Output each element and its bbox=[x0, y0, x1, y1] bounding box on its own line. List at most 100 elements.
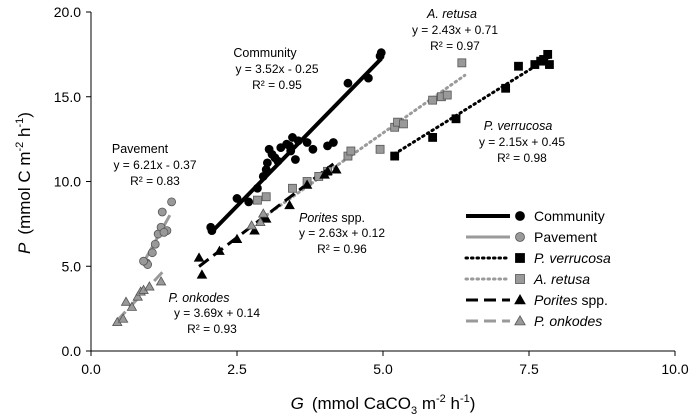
data-point-porites-spp bbox=[249, 225, 260, 235]
svg-text:A. retusa: A. retusa bbox=[426, 7, 477, 21]
data-point-a-retusa bbox=[428, 95, 438, 105]
data-point-p-verrucosa bbox=[545, 60, 554, 69]
x-tick-label: 2.5 bbox=[227, 361, 247, 377]
data-point-community bbox=[363, 73, 373, 83]
legend-label: Porites spp. bbox=[534, 292, 608, 308]
data-point-porites-spp bbox=[193, 252, 205, 262]
data-point-p-onkodes bbox=[255, 216, 266, 227]
data-point-p-onkodes bbox=[155, 276, 167, 286]
series-pavement bbox=[139, 197, 176, 269]
legend-label: Pavement bbox=[534, 229, 597, 245]
x-tick-label: 7.5 bbox=[519, 361, 539, 377]
data-point-community bbox=[290, 155, 300, 164]
series-p-verrucosa bbox=[390, 49, 554, 161]
legend-item-community: Community bbox=[466, 208, 605, 224]
data-point-community bbox=[206, 222, 216, 232]
series-p-onkodes bbox=[111, 208, 269, 327]
svg-text:y = 3.52x - 0.25: y = 3.52x - 0.25 bbox=[235, 62, 318, 76]
y-tick-label: 15.0 bbox=[54, 89, 81, 105]
data-point-p-verrucosa bbox=[451, 114, 461, 124]
svg-text:R² = 0.96: R² = 0.96 bbox=[317, 242, 367, 256]
data-point-p-onkodes bbox=[126, 301, 138, 311]
svg-text:Community: Community bbox=[233, 46, 297, 60]
svg-text:y = 2.63x + 0.12: y = 2.63x + 0.12 bbox=[299, 226, 385, 240]
svg-text:R² = 0.97: R² = 0.97 bbox=[430, 39, 480, 53]
data-point-pavement bbox=[147, 248, 157, 258]
legend-marker bbox=[515, 232, 525, 242]
data-point-p-onkodes bbox=[257, 208, 269, 218]
legend-marker bbox=[515, 274, 525, 284]
svg-text:y = 3.69x + 0.14: y = 3.69x + 0.14 bbox=[174, 306, 260, 320]
data-point-a-retusa bbox=[346, 146, 356, 156]
data-point-community bbox=[286, 146, 296, 156]
data-point-p-onkodes bbox=[144, 281, 155, 291]
data-point-pavement bbox=[159, 227, 169, 237]
data-point-community bbox=[302, 138, 312, 147]
data-point-pavement bbox=[157, 207, 167, 217]
data-point-p-onkodes bbox=[117, 313, 129, 323]
data-point-p-onkodes bbox=[120, 296, 132, 306]
svg-text:R² = 0.95: R² = 0.95 bbox=[252, 78, 302, 92]
data-point-p-onkodes bbox=[246, 220, 257, 230]
data-point-community bbox=[262, 158, 272, 168]
annotation-porites: Porites spp. y = 2.63x + 0.12 R² = 0.96 bbox=[299, 211, 385, 256]
svg-text:R² = 0.98: R² = 0.98 bbox=[497, 151, 547, 165]
data-point-p-verrucosa bbox=[514, 61, 523, 71]
data-point-a-retusa bbox=[375, 144, 385, 154]
annotation-p-onkodes: P. onkodes y = 3.69x + 0.14 R² = 0.93 bbox=[169, 291, 261, 336]
x-tick-label: 5.0 bbox=[373, 361, 393, 377]
x-tick-label: 0.0 bbox=[81, 361, 101, 377]
data-point-p-verrucosa bbox=[390, 151, 400, 161]
data-point-a-retusa bbox=[253, 195, 262, 205]
svg-text:R² = 0.83: R² = 0.83 bbox=[130, 174, 180, 188]
data-point-community bbox=[253, 183, 262, 193]
data-point-porites-spp bbox=[260, 213, 272, 223]
data-point-pavement bbox=[167, 197, 176, 207]
data-point-porites-spp bbox=[330, 164, 342, 174]
legend-marker bbox=[514, 315, 526, 326]
data-point-community bbox=[244, 197, 254, 207]
trend-line-p-onkodes bbox=[116, 269, 166, 322]
legend-marker bbox=[515, 211, 525, 221]
legend-item-p-onkodes: P. onkodes bbox=[466, 313, 602, 329]
y-tick-label: 20.0 bbox=[54, 4, 81, 20]
data-point-community bbox=[232, 194, 242, 203]
y-tick-label: 0.0 bbox=[62, 343, 82, 359]
svg-text:P. verrucosa: P. verrucosa bbox=[484, 119, 553, 133]
data-point-porites-spp bbox=[196, 269, 208, 279]
data-point-community bbox=[273, 156, 283, 166]
data-point-a-retusa bbox=[261, 192, 271, 202]
svg-text:Porites spp.: Porites spp. bbox=[299, 211, 365, 225]
legend-label: Community bbox=[534, 208, 605, 224]
data-point-porites-spp bbox=[231, 233, 243, 243]
legend-item-a-retusa: A. retusa bbox=[464, 271, 590, 287]
trend-line-pavement bbox=[142, 214, 172, 264]
annotation-community: Community y = 3.52x - 0.25 R² = 0.95 bbox=[233, 46, 318, 92]
data-point-community bbox=[343, 78, 353, 88]
series-community bbox=[206, 48, 386, 236]
legend-marker bbox=[515, 253, 525, 263]
data-point-community bbox=[328, 138, 338, 147]
data-point-porites-spp bbox=[322, 165, 333, 176]
legend-item-porites-spp: Porites spp. bbox=[466, 292, 608, 308]
data-point-porites-spp bbox=[284, 199, 295, 210]
trend-line-p-verrucosa bbox=[393, 55, 551, 156]
svg-text:y = 2.43x + 0.71: y = 2.43x + 0.71 bbox=[412, 23, 498, 37]
y-tick-label: 10.0 bbox=[54, 174, 81, 190]
data-point-p-verrucosa bbox=[543, 49, 553, 59]
svg-text:Pavement: Pavement bbox=[112, 142, 169, 156]
svg-text:y = 6.21x - 0.37: y = 6.21x - 0.37 bbox=[113, 158, 196, 172]
legend-marker bbox=[514, 294, 526, 305]
annotation-pavement: Pavement y = 6.21x - 0.37 R² = 0.83 bbox=[112, 142, 197, 188]
legend-label: A. retusa bbox=[533, 271, 590, 287]
y-axis-label: P(mmol C m-2 h-1) bbox=[14, 112, 34, 254]
data-point-a-retusa bbox=[442, 90, 452, 100]
data-point-pavement bbox=[139, 256, 148, 266]
data-point-community bbox=[288, 133, 297, 142]
x-tick-label: 10.0 bbox=[661, 361, 688, 377]
legend-label: P. verrucosa bbox=[534, 250, 611, 266]
trend-line-community bbox=[210, 57, 383, 234]
svg-text:P. onkodes: P. onkodes bbox=[169, 291, 230, 305]
svg-text:y = 2.15x + 0.45: y = 2.15x + 0.45 bbox=[479, 135, 565, 149]
